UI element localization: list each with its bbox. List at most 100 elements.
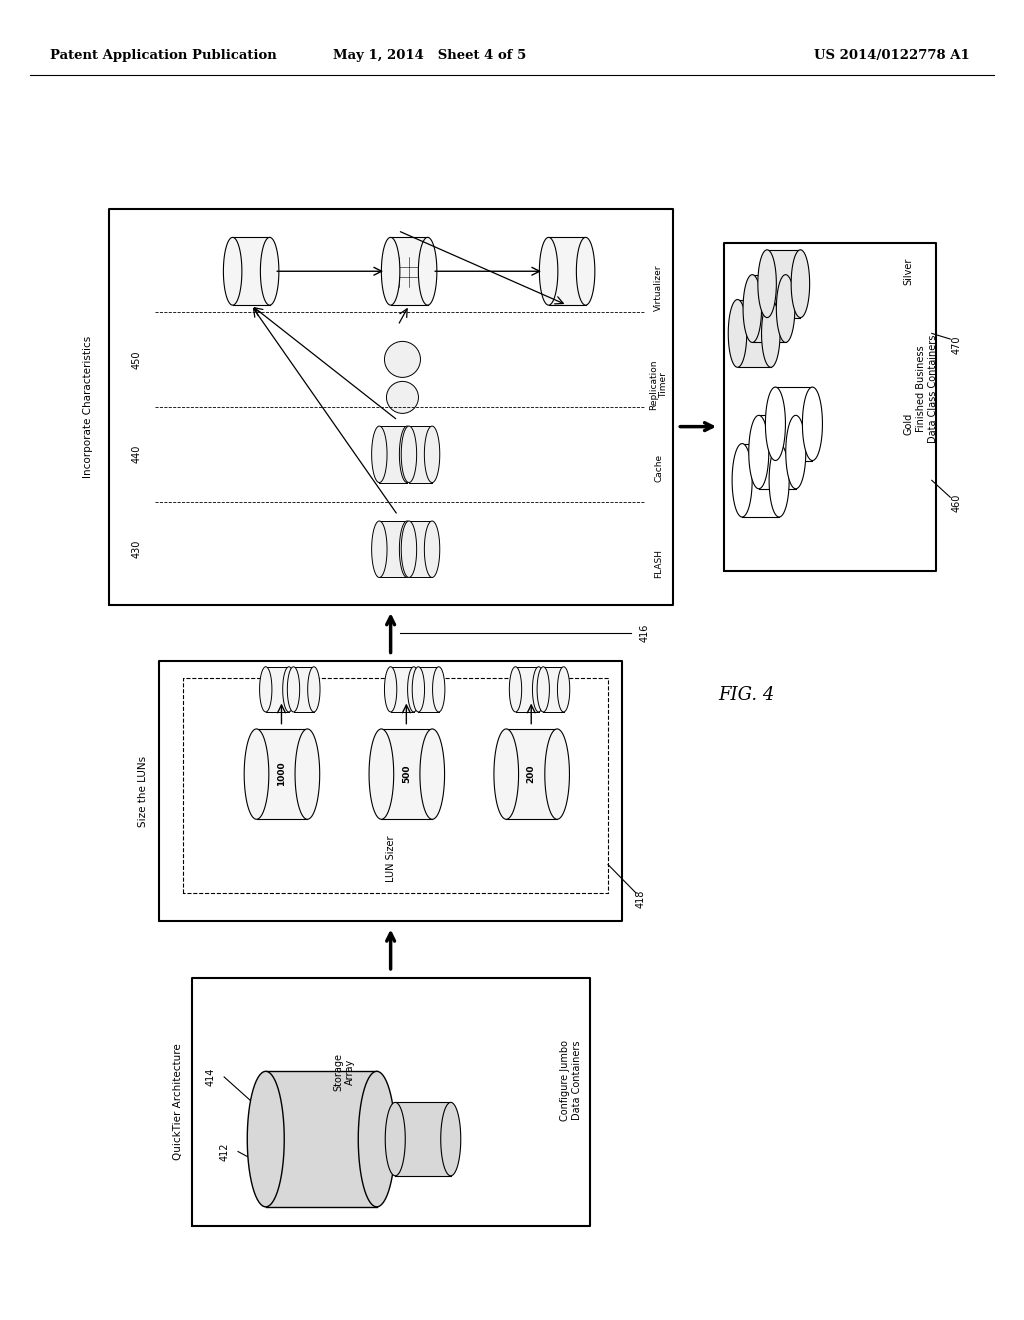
Text: Virtualizer: Virtualizer xyxy=(654,264,664,312)
Polygon shape xyxy=(494,729,518,820)
Text: 418: 418 xyxy=(635,890,645,908)
Polygon shape xyxy=(413,667,425,711)
Polygon shape xyxy=(358,1072,395,1206)
Polygon shape xyxy=(395,1102,451,1176)
Polygon shape xyxy=(223,238,242,305)
Polygon shape xyxy=(758,249,776,318)
Polygon shape xyxy=(260,238,279,305)
Polygon shape xyxy=(506,729,557,820)
Polygon shape xyxy=(390,238,428,305)
Text: Silver: Silver xyxy=(903,257,913,285)
Polygon shape xyxy=(260,667,272,711)
Polygon shape xyxy=(759,416,796,488)
Polygon shape xyxy=(785,416,806,488)
Polygon shape xyxy=(294,667,313,711)
Text: 430: 430 xyxy=(131,540,141,558)
Polygon shape xyxy=(509,667,521,711)
Polygon shape xyxy=(424,521,439,577)
Text: Cache: Cache xyxy=(654,454,664,482)
Polygon shape xyxy=(408,667,420,711)
Polygon shape xyxy=(399,521,415,577)
Text: 440: 440 xyxy=(131,445,141,463)
Text: Incorporate Characteristics: Incorporate Characteristics xyxy=(83,335,93,478)
Polygon shape xyxy=(409,521,432,577)
Polygon shape xyxy=(244,729,269,820)
Polygon shape xyxy=(379,521,408,577)
Polygon shape xyxy=(266,667,289,711)
Polygon shape xyxy=(401,426,417,483)
Polygon shape xyxy=(742,444,779,517)
Polygon shape xyxy=(283,667,295,711)
Polygon shape xyxy=(232,238,269,305)
Polygon shape xyxy=(532,667,545,711)
Text: Configure Jumbo
Data Containers: Configure Jumbo Data Containers xyxy=(560,1040,582,1121)
Polygon shape xyxy=(557,667,569,711)
Polygon shape xyxy=(767,249,801,318)
Text: FLASH: FLASH xyxy=(654,549,664,578)
Text: Patent Application Publication: Patent Application Publication xyxy=(50,49,276,62)
Polygon shape xyxy=(728,300,746,367)
Circle shape xyxy=(386,381,419,413)
Polygon shape xyxy=(420,729,444,820)
Polygon shape xyxy=(409,426,432,483)
Polygon shape xyxy=(743,275,762,342)
Polygon shape xyxy=(753,275,785,342)
Polygon shape xyxy=(372,521,387,577)
Bar xyxy=(388,257,419,286)
Polygon shape xyxy=(544,667,563,711)
Text: 200: 200 xyxy=(526,764,536,783)
Text: Gold: Gold xyxy=(903,413,913,434)
Polygon shape xyxy=(390,667,414,711)
Polygon shape xyxy=(545,729,569,820)
Polygon shape xyxy=(775,387,812,461)
Polygon shape xyxy=(295,729,319,820)
Text: 1000: 1000 xyxy=(276,762,286,787)
Text: 460: 460 xyxy=(951,494,962,512)
Text: May 1, 2014   Sheet 4 of 5: May 1, 2014 Sheet 4 of 5 xyxy=(334,49,526,62)
Polygon shape xyxy=(432,667,444,711)
Text: Finished Business
Data Class Containers: Finished Business Data Class Containers xyxy=(916,335,938,444)
Text: Storage
Array: Storage Array xyxy=(334,1053,355,1090)
Polygon shape xyxy=(399,426,415,483)
Polygon shape xyxy=(379,426,408,483)
Polygon shape xyxy=(776,275,795,342)
Text: FIG. 4: FIG. 4 xyxy=(718,686,775,704)
Polygon shape xyxy=(424,426,439,483)
Text: QuickTier Architecture: QuickTier Architecture xyxy=(173,1043,183,1160)
Polygon shape xyxy=(384,667,396,711)
Polygon shape xyxy=(419,667,438,711)
Circle shape xyxy=(384,342,421,378)
Polygon shape xyxy=(266,1072,377,1206)
Polygon shape xyxy=(769,444,790,517)
Text: 416: 416 xyxy=(640,623,650,642)
Text: Replication
Timer: Replication Timer xyxy=(649,359,669,411)
Polygon shape xyxy=(385,1102,406,1176)
Polygon shape xyxy=(307,667,321,711)
Polygon shape xyxy=(792,249,810,318)
Polygon shape xyxy=(401,521,417,577)
Text: 412: 412 xyxy=(219,1142,229,1160)
Polygon shape xyxy=(515,667,539,711)
Polygon shape xyxy=(256,729,307,820)
Text: 500: 500 xyxy=(401,764,411,783)
Polygon shape xyxy=(749,416,769,488)
Polygon shape xyxy=(537,667,550,711)
Text: Size the LUNs: Size the LUNs xyxy=(137,755,147,826)
Polygon shape xyxy=(247,1072,285,1206)
Polygon shape xyxy=(540,238,558,305)
Text: LUN Sizer: LUN Sizer xyxy=(386,836,395,882)
Polygon shape xyxy=(419,238,437,305)
Text: US 2014/0122778 A1: US 2014/0122778 A1 xyxy=(814,49,970,62)
Text: 414: 414 xyxy=(205,1068,215,1086)
Text: 470: 470 xyxy=(951,335,962,354)
Polygon shape xyxy=(381,238,399,305)
Polygon shape xyxy=(440,1102,461,1176)
Polygon shape xyxy=(737,300,771,367)
Polygon shape xyxy=(549,238,586,305)
Polygon shape xyxy=(577,238,595,305)
Polygon shape xyxy=(762,300,780,367)
Polygon shape xyxy=(288,667,300,711)
Polygon shape xyxy=(803,387,822,461)
Polygon shape xyxy=(765,387,785,461)
Text: 450: 450 xyxy=(131,350,141,368)
